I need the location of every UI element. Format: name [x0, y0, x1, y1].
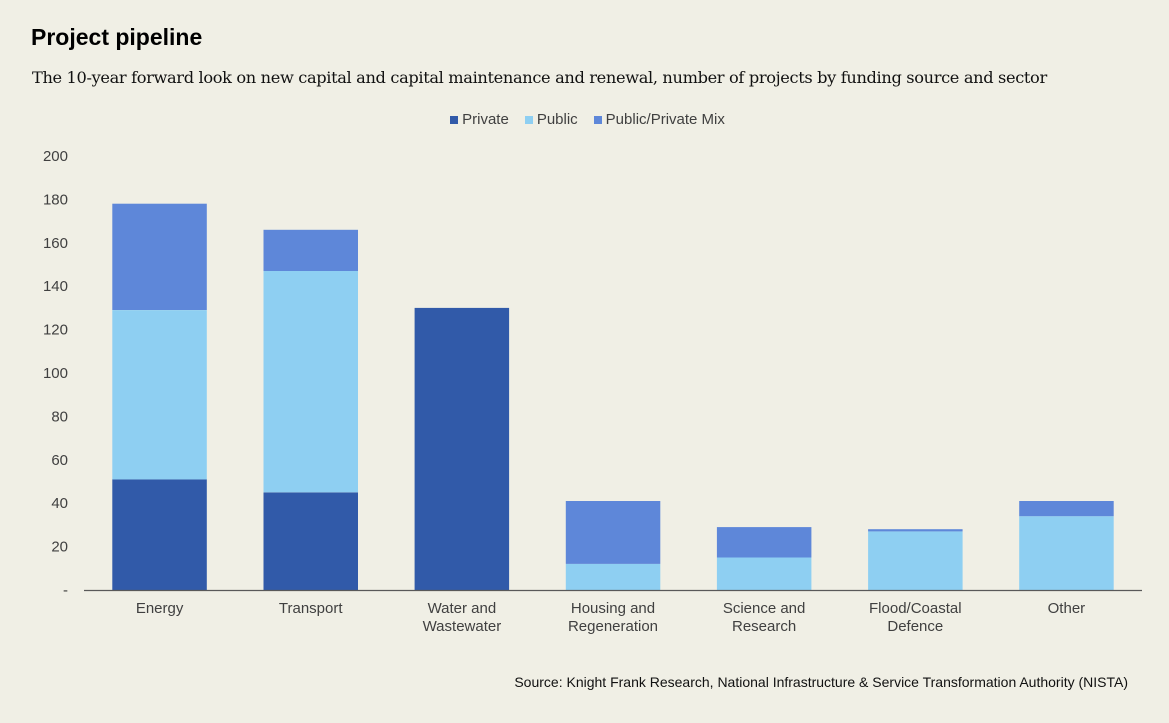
bar-public-private-mix-other [1019, 501, 1114, 517]
x-tick-label: Energy [136, 600, 184, 617]
bar-public-energy [112, 310, 207, 480]
legend-swatch [524, 115, 533, 124]
x-tick-label: Science and [723, 600, 806, 617]
y-tick-label: 20 [51, 539, 68, 556]
x-tick-label: Flood/Coastal [869, 600, 962, 617]
bar-public-private-mix-energy [112, 203, 207, 310]
bar-public-private-mix-transport [263, 229, 358, 271]
y-tick-label: - [63, 582, 68, 599]
bar-public-science-and-research [716, 557, 812, 590]
bar-public-housing-and-regeneration [565, 564, 661, 590]
legend-swatch [593, 115, 602, 124]
legend-item-private: Private [450, 111, 509, 128]
chart-legend: Private Public Public/Private Mix [0, 111, 1169, 128]
y-tick-label: 200 [43, 148, 68, 165]
y-tick-label: 80 [51, 408, 68, 425]
y-axis: - 20 40 60 80 100 120 140 160 180 200 [43, 148, 68, 599]
x-tick-label: Water and [428, 600, 497, 617]
bar-public-transport [263, 271, 358, 493]
bar-public-private-mix-housing-and-regeneration [565, 501, 661, 564]
bar-public-private-mix-science-and-research [716, 527, 812, 558]
bar-private-water-and-wastewater [414, 307, 510, 590]
x-tick-label: Other [1048, 600, 1086, 617]
y-tick-label: 60 [51, 452, 68, 469]
legend-label: Private [462, 111, 509, 128]
bar-private-energy [112, 479, 207, 590]
y-tick-label: 120 [43, 322, 68, 339]
bars-group [112, 203, 1114, 590]
x-tick-label: Wastewater [423, 618, 502, 635]
y-tick-label: 160 [43, 235, 68, 252]
x-tick-label: Housing and [571, 600, 655, 617]
chart-title: Project pipeline [31, 24, 203, 50]
x-tick-label: Transport [279, 600, 343, 617]
legend-label: Public [536, 111, 578, 128]
y-tick-label: 180 [43, 191, 68, 208]
x-tick-label: Defence [887, 618, 943, 635]
bar-private-transport [263, 492, 358, 590]
x-tick-label: Regeneration [568, 618, 658, 635]
source-note: Source: Knight Frank Research, National … [514, 674, 1128, 690]
bar-public-other [1019, 516, 1114, 590]
chart-subtitle: The 10-year forward look on new capital … [32, 68, 1047, 87]
bar-public-flood-coastal-defence [868, 531, 963, 590]
legend-item-public-private-mix: Public/Private Mix [593, 111, 725, 128]
legend-label: Public/Private Mix [605, 111, 725, 128]
bar-public-private-mix-flood-coastal-defence [868, 529, 963, 532]
y-tick-label: 40 [51, 495, 68, 512]
x-tick-label: Research [732, 618, 796, 635]
legend-swatch [450, 115, 459, 124]
legend-item-public: Public [524, 111, 578, 128]
y-tick-label: 100 [43, 365, 68, 382]
y-tick-label: 140 [43, 278, 68, 295]
